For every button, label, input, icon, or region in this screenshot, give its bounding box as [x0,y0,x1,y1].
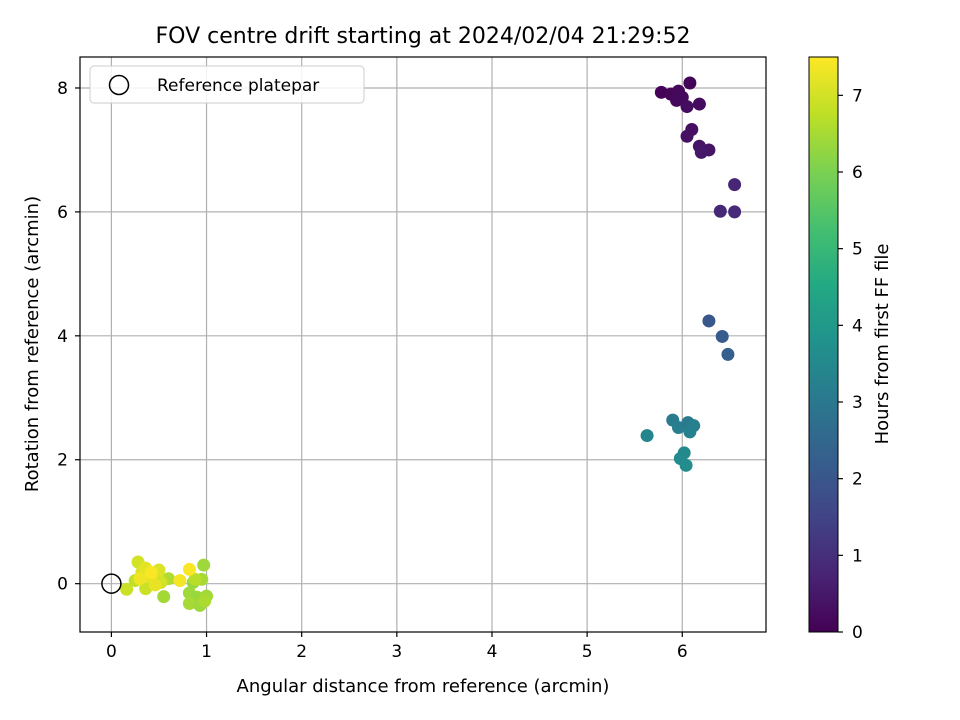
data-point [680,100,694,114]
data-point [728,178,742,192]
legend-entry-reference: Reference platepar [157,76,319,96]
y-axis-ticks: 0 2 4 6 8 [57,79,80,595]
data-point [198,594,212,608]
colorbar-tick-label: 2 [852,470,863,490]
x-tick-label: 5 [582,642,593,662]
data-point [120,582,134,596]
data-point [679,458,693,472]
data-point [173,574,187,588]
x-tick-label: 4 [487,642,498,662]
colorbar-tick-label: 6 [852,163,863,183]
chart-title: FOV centre drift starting at 2024/02/04 … [156,24,691,49]
data-point [702,314,716,328]
x-axis-label: Angular distance from reference (arcmin) [237,676,610,697]
colorbar-gradient [808,56,839,633]
data-point [182,562,196,576]
data-points [120,76,742,612]
colorbar-tick-label: 5 [852,240,863,260]
data-point [144,566,158,580]
x-tick-label: 0 [106,642,117,662]
data-point [728,205,742,219]
data-point [197,558,211,572]
x-tick-label: 1 [201,642,212,662]
data-point [721,347,735,361]
data-point [640,429,654,443]
colorbar-label: Hours from first FF file [872,244,893,445]
colorbar-tick-label: 0 [852,623,863,643]
data-point [182,596,196,610]
data-point [683,76,697,90]
y-tick-label: 6 [57,203,68,223]
y-axis-label: Rotation from reference (arcmin) [22,196,43,492]
y-tick-label: 0 [57,575,68,595]
data-point [133,572,147,586]
data-point [188,572,202,586]
colorbar-ticks: 0 1 2 3 4 5 6 7 [838,86,863,643]
data-point [683,425,697,439]
data-point [694,145,708,159]
data-point [713,204,727,218]
data-point [148,578,162,592]
plot-frame [79,56,767,633]
data-point [157,590,171,604]
reference-platepar-marker [101,573,122,594]
data-point [680,129,694,143]
data-point [692,97,706,111]
y-tick-label: 8 [57,79,68,99]
legend-marker-icon [108,74,130,96]
x-tick-label: 2 [296,642,307,662]
y-tick-label: 2 [57,451,68,471]
x-axis-ticks: 0 1 2 3 4 5 6 [106,632,688,662]
x-tick-label: 3 [391,642,402,662]
colorbar-tick-label: 4 [852,316,863,336]
legend-box [89,65,365,104]
data-point [715,329,729,343]
grid-lines [80,57,766,632]
data-point [670,93,684,107]
y-tick-label: 4 [57,327,68,347]
colorbar: 0 1 2 3 4 5 6 7 Hours from first FF file [808,56,893,643]
colorbar-tick-label: 1 [852,546,863,566]
colorbar-tick-label: 7 [852,86,863,106]
x-tick-label: 6 [677,642,688,662]
colorbar-tick-label: 3 [852,393,863,413]
legend: Reference platepar [89,65,365,104]
